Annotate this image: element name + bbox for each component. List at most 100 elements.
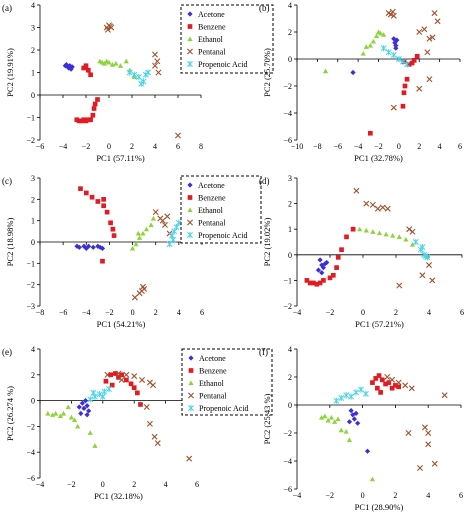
x-tick-label: 4	[426, 491, 430, 500]
data-point	[348, 393, 355, 400]
y-tick-label: 3	[31, 174, 35, 183]
x-tick-label: 4	[177, 308, 181, 317]
data-point	[175, 132, 181, 139]
x-tick-label: 4	[164, 480, 168, 489]
data-point	[431, 10, 438, 17]
y-axis-title: PC2 (26.274 %)	[5, 386, 15, 441]
data-point	[76, 244, 82, 250]
series-ethanol	[319, 413, 376, 482]
data-point	[161, 221, 168, 228]
data-point	[315, 267, 322, 273]
data-point	[79, 400, 85, 406]
data-point	[429, 34, 436, 41]
data-point	[65, 404, 71, 410]
data-point	[353, 187, 360, 194]
x-tick-label: 0	[107, 142, 111, 151]
data-point	[343, 429, 349, 434]
series-benzene	[304, 226, 356, 287]
x-tick-label: 2	[394, 308, 398, 317]
data-point	[338, 427, 344, 433]
data-point	[81, 65, 87, 71]
data-point	[421, 26, 428, 33]
data-point	[383, 231, 389, 237]
series-propenoic-acid	[87, 385, 113, 403]
x-axis-title: PC1 (32.18%)	[94, 491, 143, 501]
x-tick-label: −6	[36, 142, 45, 151]
series-propenoic-acid	[333, 386, 369, 404]
series-ethanol	[97, 58, 137, 80]
x-tick-label: 6	[176, 142, 180, 151]
data-point	[113, 60, 119, 66]
data-point	[170, 236, 177, 243]
x-tick-label: 2	[130, 142, 134, 151]
legend-marker	[187, 182, 193, 188]
data-point	[363, 200, 370, 207]
data-point	[322, 68, 329, 74]
x-tick-label: 0	[131, 308, 135, 317]
data-point	[383, 381, 388, 387]
data-point	[350, 226, 356, 232]
y-tick-label: −1	[283, 276, 292, 285]
x-axis-title: PC1 (57.21%)	[355, 319, 404, 329]
data-point	[364, 448, 371, 454]
data-point	[324, 259, 330, 266]
data-point	[390, 104, 397, 111]
series-propenoic-acid	[126, 69, 152, 87]
data-point	[126, 69, 133, 76]
data-point	[81, 405, 87, 411]
data-point	[108, 372, 113, 378]
data-point	[416, 85, 423, 92]
data-point	[325, 417, 331, 423]
data-point	[346, 419, 353, 425]
y-tick-label: −2	[26, 281, 35, 290]
data-point	[90, 389, 97, 396]
data-point	[49, 412, 56, 417]
data-point	[379, 377, 385, 383]
data-point	[380, 32, 387, 37]
series-benzene	[370, 373, 402, 395]
legend-marker	[187, 24, 193, 29]
legend-label: Propenoic Acid	[199, 404, 249, 413]
y-tick-label: 0	[288, 55, 292, 64]
series-acetone	[76, 398, 92, 418]
data-point	[155, 69, 162, 76]
data-point	[66, 65, 72, 71]
data-point	[146, 420, 153, 427]
legend-marker	[188, 368, 194, 373]
data-point	[154, 440, 161, 447]
data-point	[90, 244, 96, 250]
legend-marker	[187, 48, 193, 55]
data-point	[414, 53, 420, 59]
data-point	[370, 380, 375, 385]
data-point	[53, 410, 59, 416]
data-point	[143, 226, 150, 232]
series-benzene	[368, 53, 420, 136]
series-ethanol	[322, 29, 387, 74]
data-point	[145, 69, 152, 76]
x-tick-label: −6	[59, 308, 68, 317]
data-point	[84, 403, 90, 409]
data-point	[389, 8, 396, 15]
legend-label: Pentanal	[198, 219, 226, 228]
data-point	[307, 280, 313, 286]
legend-marker	[187, 60, 193, 68]
scatter-panel-a: −6 −4 −2 0 2 4 6 8 −2 −1 0 1 2 3 4 PC1 (57.11%) PC2 (19.…	[2, 1, 274, 163]
data-point	[320, 265, 326, 271]
y-tick-label: −2	[283, 302, 292, 311]
data-point	[394, 37, 400, 43]
data-point	[403, 236, 409, 242]
data-point	[405, 430, 412, 436]
data-point	[385, 10, 392, 17]
data-point	[408, 385, 415, 392]
data-point	[348, 408, 354, 414]
y-tick-label: 1	[288, 225, 292, 234]
series-ethanol	[357, 226, 416, 247]
y-tick-label: −4	[283, 457, 292, 466]
data-point	[139, 376, 146, 383]
data-point	[401, 90, 407, 96]
data-point	[117, 63, 124, 68]
data-point	[370, 38, 377, 44]
data-point	[338, 394, 345, 402]
legend: Acetone Benzene Ethanol Pentanal Propenoic A…	[180, 4, 274, 74]
series-ethanol	[45, 404, 98, 448]
